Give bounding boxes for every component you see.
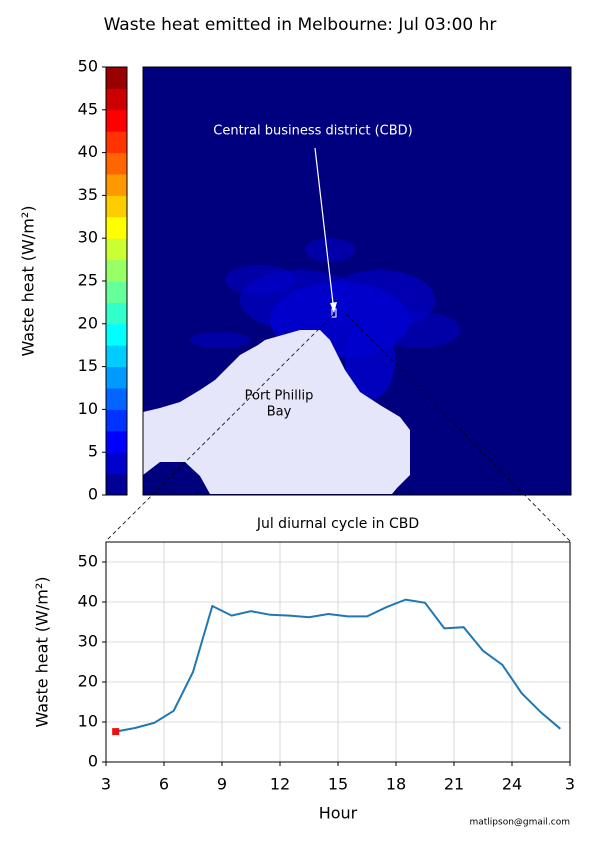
x-tick-label: 3 [101, 775, 111, 794]
colorbar-bin [106, 88, 127, 111]
current-hour-marker [112, 728, 120, 736]
y-tick-label: 20 [78, 672, 98, 691]
x-tick-label: 15 [328, 775, 348, 794]
colorbar-bin [106, 174, 127, 196]
urban-area [190, 238, 460, 400]
line-series [115, 598, 561, 733]
colorbar-bin [106, 409, 127, 432]
colorbar-tick-label: 40 [78, 142, 98, 161]
colorbar-tick-label: 20 [78, 313, 98, 332]
colorbar-tick-label: 25 [78, 271, 98, 290]
colorbar-bin [106, 323, 127, 346]
colorbar-bin [106, 345, 127, 368]
colorbar-tick-label: 5 [88, 442, 98, 461]
y-tick-label: 10 [78, 712, 98, 731]
colorbar-bin [106, 473, 127, 496]
y-tick-label: 40 [78, 592, 98, 611]
colorbar-tick-label: 30 [78, 228, 98, 247]
colorbar-tick-label: 15 [78, 356, 98, 375]
x-tick-label: 6 [159, 775, 169, 794]
colorbar-tick-label: 10 [78, 399, 98, 418]
colorbar-bin [106, 238, 127, 261]
credit: matlipson@gmail.com [469, 818, 570, 828]
x-axis-label: Hour [319, 804, 358, 823]
colorbar-bin [106, 302, 127, 325]
x-tick-label: 12 [270, 775, 290, 794]
x-tick-label: 3 [565, 775, 575, 794]
colorbar-tick-label: 0 [88, 485, 98, 504]
colorbar-tick-label: 50 [78, 57, 98, 76]
x-tick-label: 24 [502, 775, 522, 794]
map-frame [142, 66, 572, 496]
y-tick-label: 30 [78, 632, 98, 651]
x-tick-label: 18 [386, 775, 406, 794]
y-tick-label: 0 [88, 752, 98, 771]
bay [143, 330, 410, 494]
x-tick-label: 21 [444, 775, 464, 794]
colorbar-bin [106, 195, 127, 218]
colorbar-tick-label: 35 [78, 185, 98, 204]
y-axis-label: Waste heat (W/m²) [33, 577, 52, 728]
colorbar-label: Waste heat (W/m²) [19, 206, 38, 357]
x-tick-label: 9 [217, 775, 227, 794]
colorbar-bin [106, 452, 127, 475]
bay-label: Bay [267, 405, 292, 420]
colorbar-bin [106, 430, 127, 453]
colorbar-bin [106, 259, 127, 282]
colorbar-bin [106, 366, 127, 389]
colorbar-bin [106, 281, 127, 303]
cbd-arrowhead [330, 302, 337, 313]
cbd-arrow [314, 147, 335, 313]
colorbar-bin [106, 131, 127, 154]
map: Central business district (CBD) Port Phi… [142, 66, 572, 496]
plot-frame [105, 541, 571, 763]
line-title: Jul diurnal cycle in CBD [256, 516, 419, 532]
y-tick-label: 50 [78, 552, 98, 571]
colorbar-tick-label: 45 [78, 99, 98, 118]
figure-title: Waste heat emitted in Melbourne: Jul 03:… [104, 15, 497, 35]
colorbar-bin [106, 216, 127, 239]
cbd-annotation: Central business district (CBD) [213, 124, 412, 139]
zoom-line [105, 313, 335, 542]
bay-label: Port Phillip [245, 389, 314, 404]
colorbar-bin [106, 67, 127, 89]
colorbar-bin [106, 152, 127, 175]
colorbar-bin [106, 388, 127, 410]
colorbar-bin [106, 109, 127, 132]
